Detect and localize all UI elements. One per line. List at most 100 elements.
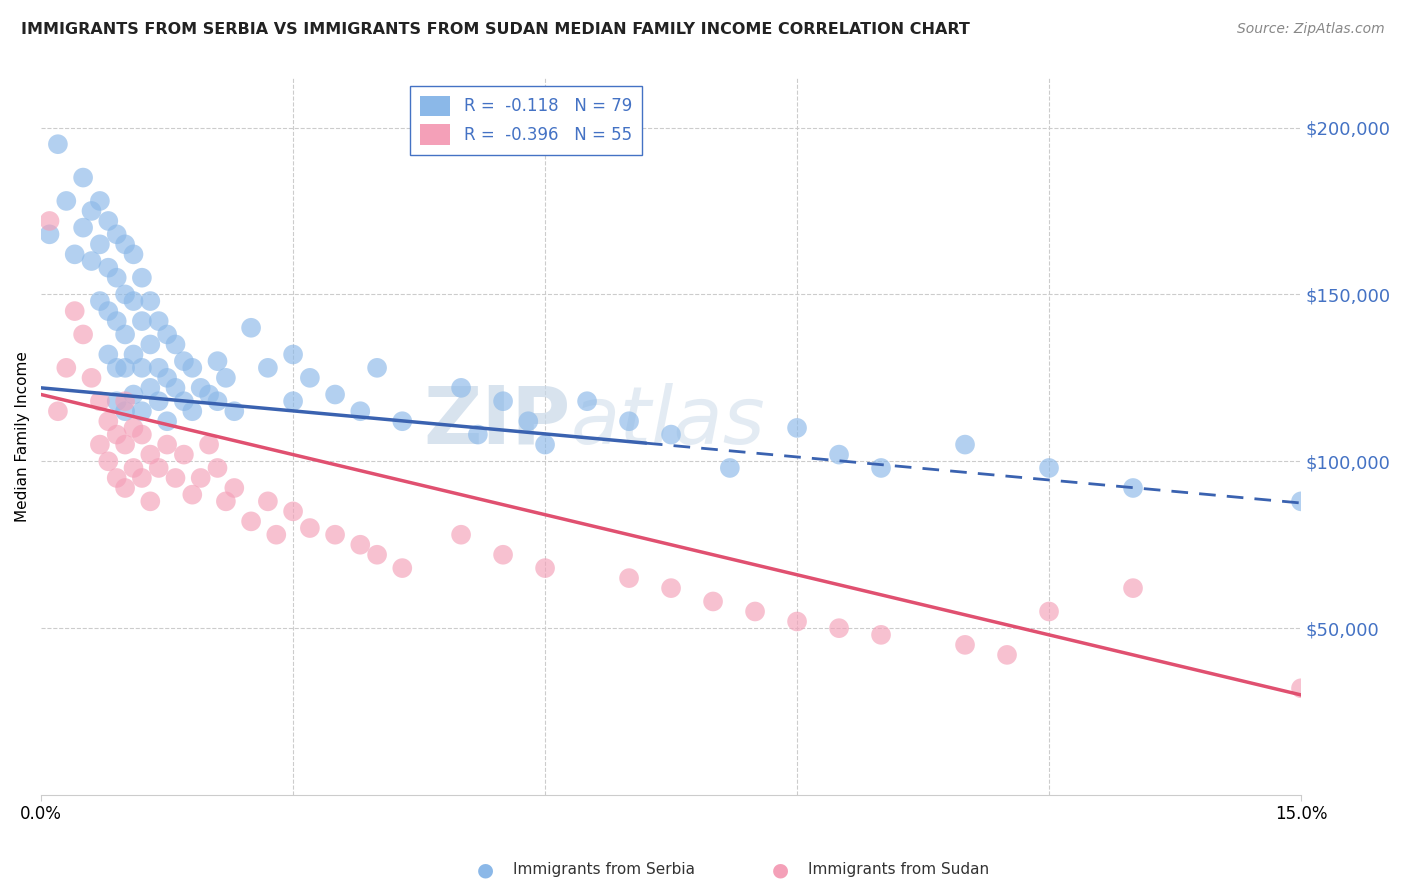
Point bbox=[139, 448, 162, 462]
Point bbox=[281, 347, 304, 361]
Point bbox=[1038, 605, 1060, 619]
Y-axis label: Median Family Income: Median Family Income bbox=[15, 351, 30, 522]
Point bbox=[122, 461, 145, 475]
Point bbox=[870, 461, 893, 475]
Point bbox=[148, 360, 170, 375]
Point bbox=[46, 137, 69, 152]
Point bbox=[207, 461, 229, 475]
Point bbox=[718, 461, 741, 475]
Text: ZIP: ZIP bbox=[423, 383, 571, 461]
Point bbox=[198, 387, 221, 401]
Point bbox=[224, 404, 246, 418]
Point bbox=[617, 414, 640, 428]
Point bbox=[492, 548, 515, 562]
Point bbox=[97, 260, 120, 275]
Point bbox=[89, 237, 111, 252]
Point bbox=[97, 347, 120, 361]
Point bbox=[266, 527, 288, 541]
Point bbox=[467, 427, 489, 442]
Text: ●: ● bbox=[772, 860, 789, 880]
Point bbox=[122, 347, 145, 361]
Point bbox=[450, 527, 472, 541]
Point bbox=[207, 354, 229, 368]
Point bbox=[105, 227, 128, 242]
Point bbox=[181, 404, 204, 418]
Point bbox=[366, 360, 388, 375]
Point bbox=[105, 360, 128, 375]
Point bbox=[139, 494, 162, 508]
Point bbox=[89, 437, 111, 451]
Point bbox=[63, 304, 86, 318]
Point bbox=[114, 404, 136, 418]
Point bbox=[80, 254, 103, 268]
Point bbox=[953, 638, 976, 652]
Point bbox=[114, 360, 136, 375]
Point bbox=[257, 360, 280, 375]
Point bbox=[97, 304, 120, 318]
Point bbox=[131, 360, 153, 375]
Point bbox=[38, 214, 60, 228]
Point bbox=[576, 394, 599, 409]
Point bbox=[173, 448, 195, 462]
Point bbox=[156, 371, 179, 385]
Point bbox=[80, 371, 103, 385]
Point bbox=[1122, 481, 1144, 495]
Point bbox=[97, 414, 120, 428]
Point bbox=[80, 203, 103, 218]
Text: Source: ZipAtlas.com: Source: ZipAtlas.com bbox=[1237, 22, 1385, 37]
Point bbox=[38, 227, 60, 242]
Point bbox=[89, 394, 111, 409]
Point bbox=[659, 581, 682, 595]
Point bbox=[215, 371, 238, 385]
Point bbox=[702, 594, 724, 608]
Point bbox=[156, 327, 179, 342]
Point bbox=[534, 561, 557, 575]
Point bbox=[786, 421, 808, 435]
Point bbox=[114, 237, 136, 252]
Point bbox=[181, 488, 204, 502]
Point bbox=[786, 615, 808, 629]
Point bbox=[173, 354, 195, 368]
Point bbox=[46, 404, 69, 418]
Point bbox=[122, 421, 145, 435]
Point bbox=[97, 454, 120, 468]
Point bbox=[744, 605, 766, 619]
Point bbox=[298, 521, 321, 535]
Point bbox=[391, 561, 413, 575]
Point bbox=[165, 381, 187, 395]
Point bbox=[165, 337, 187, 351]
Point bbox=[391, 414, 413, 428]
Point bbox=[207, 394, 229, 409]
Point bbox=[63, 247, 86, 261]
Legend: R =  -0.118   N = 79, R =  -0.396   N = 55: R = -0.118 N = 79, R = -0.396 N = 55 bbox=[411, 86, 643, 155]
Point bbox=[105, 471, 128, 485]
Point bbox=[105, 314, 128, 328]
Point bbox=[105, 270, 128, 285]
Point bbox=[131, 404, 153, 418]
Point bbox=[995, 648, 1018, 662]
Text: Immigrants from Sudan: Immigrants from Sudan bbox=[808, 863, 990, 877]
Point bbox=[122, 294, 145, 309]
Text: atlas: atlas bbox=[571, 383, 765, 461]
Point bbox=[349, 538, 371, 552]
Point bbox=[131, 427, 153, 442]
Point bbox=[114, 394, 136, 409]
Point bbox=[114, 481, 136, 495]
Point bbox=[122, 247, 145, 261]
Point bbox=[450, 381, 472, 395]
Point bbox=[72, 327, 94, 342]
Point bbox=[198, 437, 221, 451]
Point bbox=[870, 628, 893, 642]
Point bbox=[828, 621, 851, 635]
Point bbox=[114, 327, 136, 342]
Point bbox=[215, 494, 238, 508]
Point bbox=[534, 437, 557, 451]
Point bbox=[281, 394, 304, 409]
Point bbox=[156, 437, 179, 451]
Point bbox=[298, 371, 321, 385]
Point bbox=[224, 481, 246, 495]
Point bbox=[139, 294, 162, 309]
Point bbox=[190, 471, 212, 485]
Text: ●: ● bbox=[477, 860, 494, 880]
Point bbox=[131, 471, 153, 485]
